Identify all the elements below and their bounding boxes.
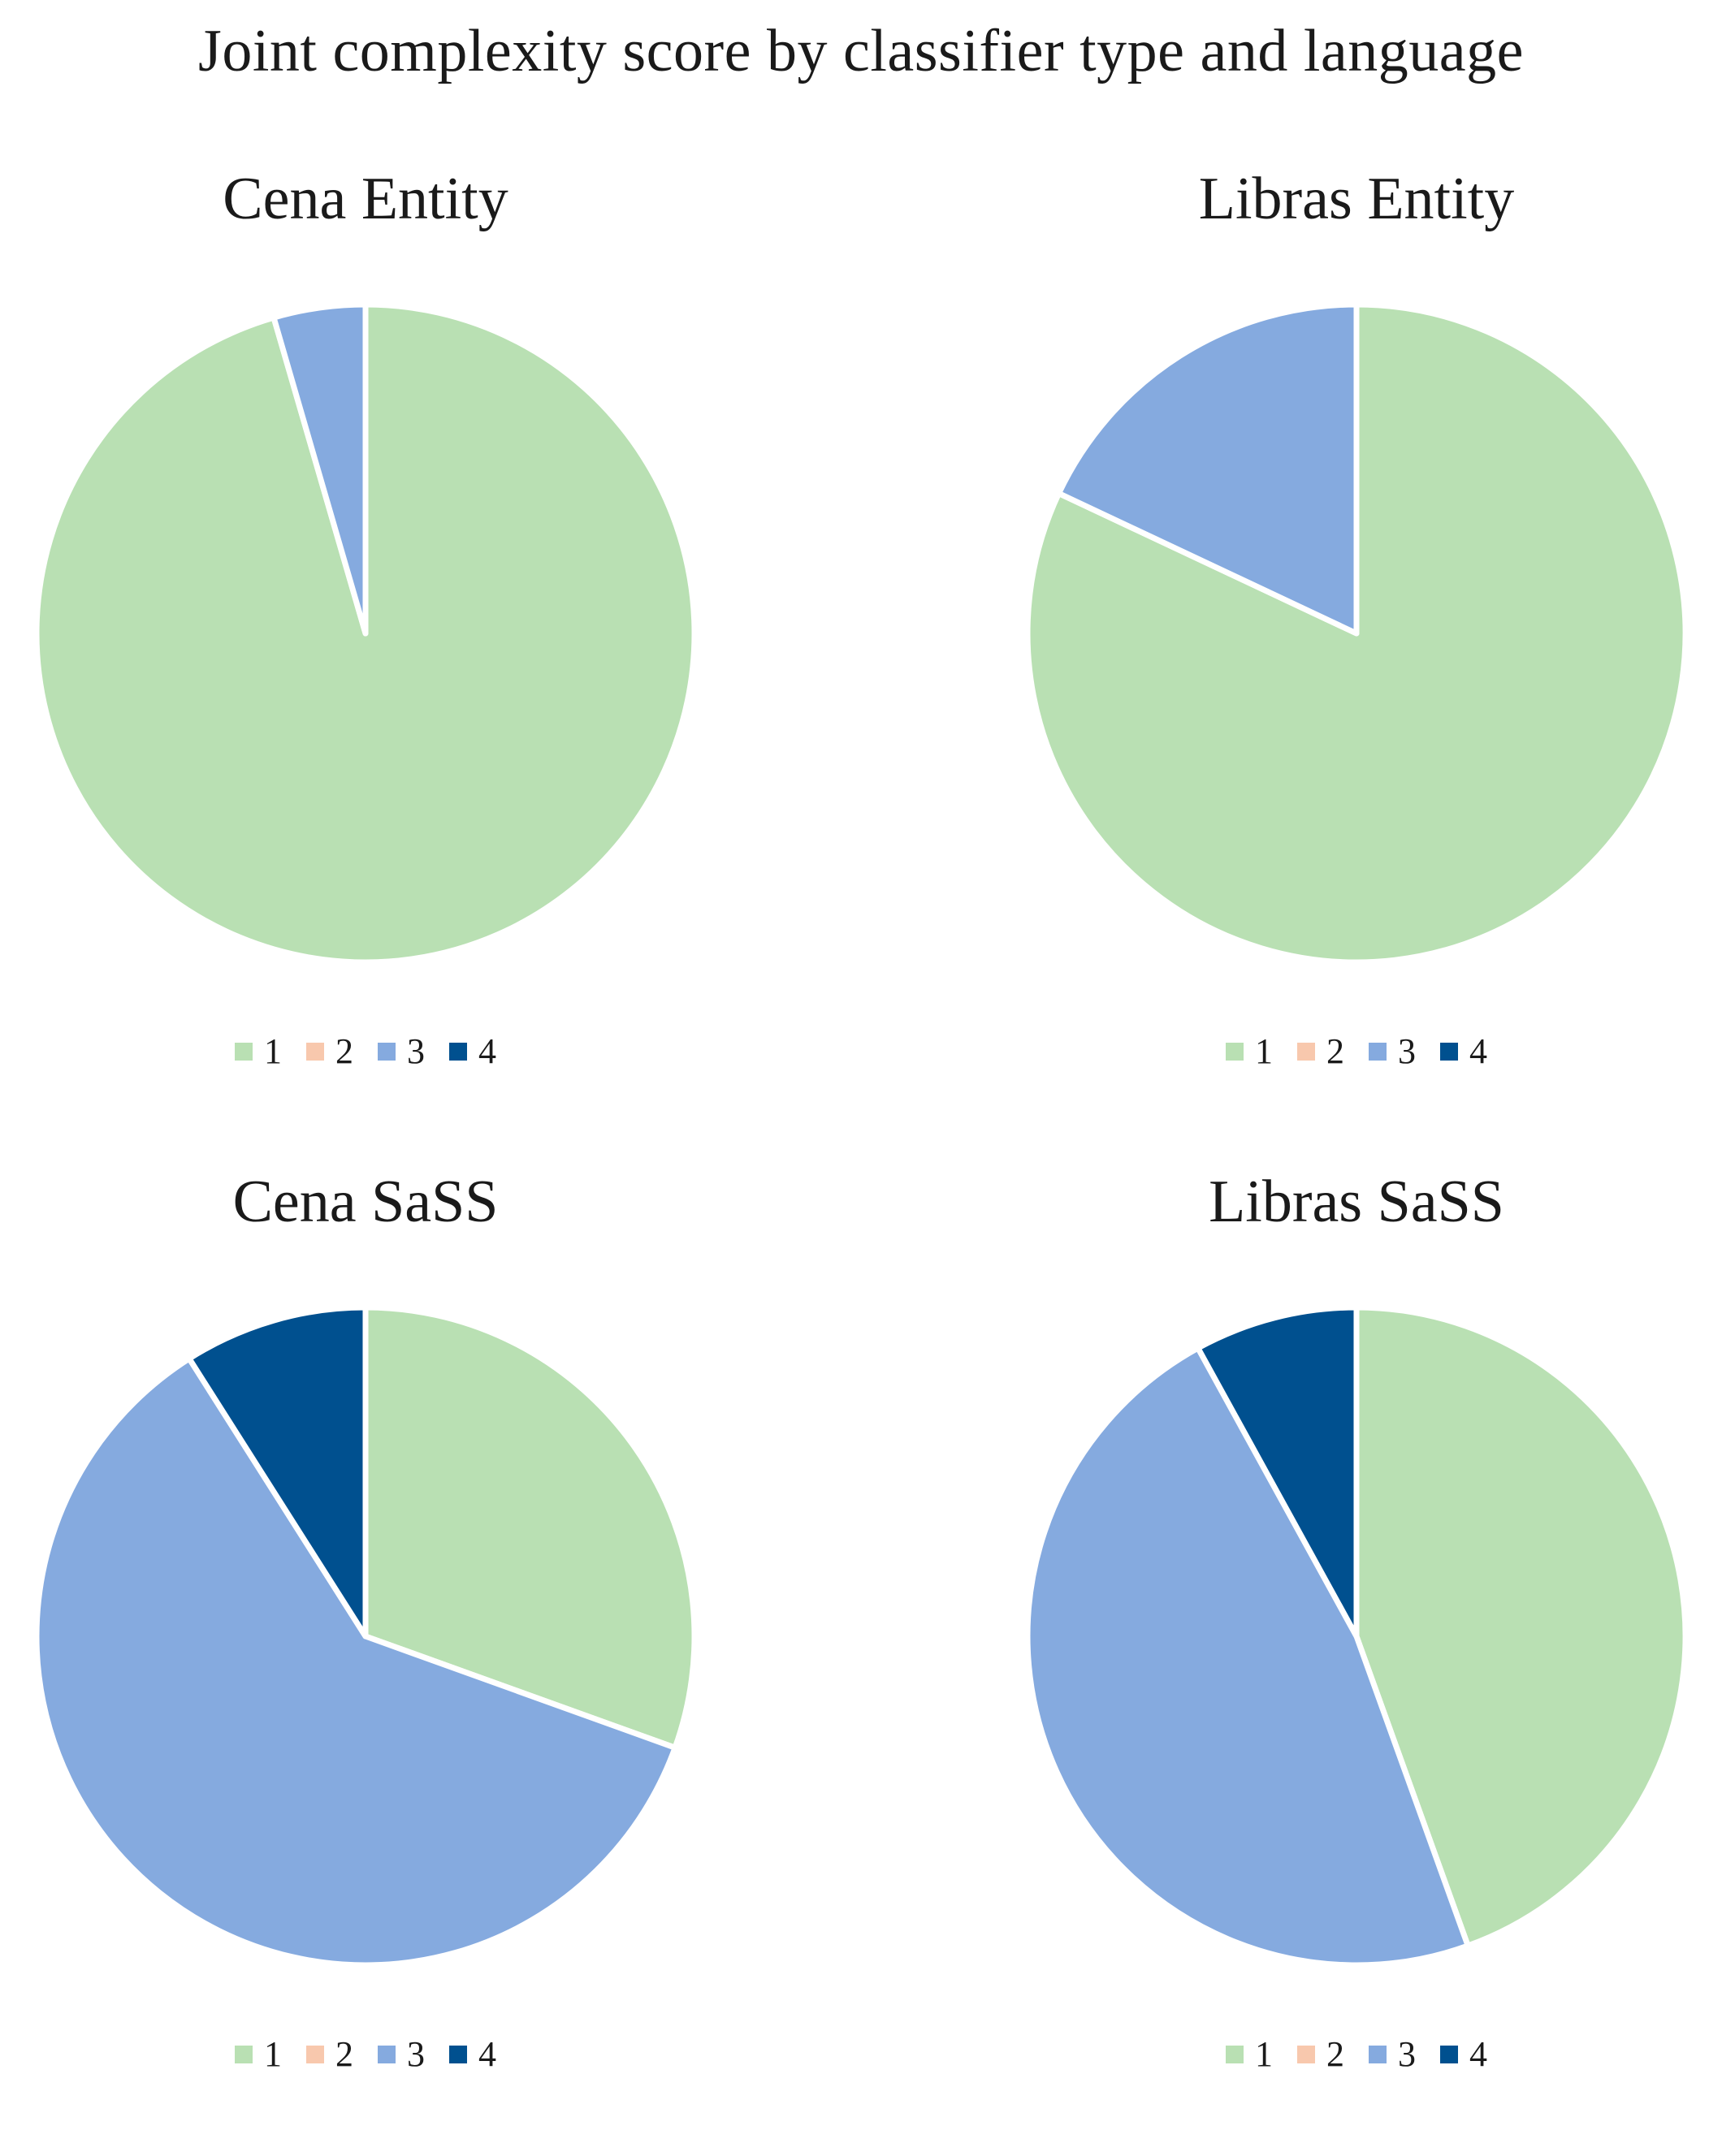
pie-title: Libras Entity [1198, 166, 1515, 232]
legend-swatch [1369, 1043, 1387, 1061]
legend-swatch [1297, 1043, 1315, 1061]
pie-slice-3 [270, 301, 369, 637]
legend-item-1: 1 [1226, 1031, 1273, 1072]
pie-slice-4 [186, 1304, 369, 1640]
legend-swatch [378, 1043, 396, 1061]
legend-item-4: 4 [1440, 1031, 1487, 1072]
pie-title: Libras SaSS [1209, 1169, 1504, 1235]
legend-item-2: 2 [306, 2034, 353, 2075]
legend-label: 3 [1398, 1031, 1416, 1071]
legend-swatch [1440, 2046, 1458, 2063]
pie-panel-cena-sass: Cena SaSS 1 2 3 4 [0, 1165, 731, 2156]
legend-swatch [306, 2046, 324, 2063]
pie-panel-libras-sass: Libras SaSS 1 2 3 4 [991, 1165, 1722, 2156]
chart-main-title: Joint complexity score by classifier typ… [198, 18, 1524, 84]
pie-slice-1 [362, 1304, 698, 1751]
legend-label: 4 [1469, 1031, 1487, 1071]
legend-swatch [235, 1043, 253, 1061]
pie-panel-libras-entity: Libras Entity 1 2 3 4 [991, 162, 1722, 1153]
legend-label: 3 [407, 2034, 425, 2074]
legend-item-4: 4 [1440, 2034, 1487, 2075]
legend-swatch [1440, 1043, 1458, 1061]
legend-swatch [1226, 2046, 1244, 2063]
legend-label: 1 [1255, 1031, 1273, 1071]
legend-label: 2 [335, 1031, 353, 1071]
legend-item-1: 1 [1226, 2034, 1273, 2075]
legend-swatch [1369, 2046, 1387, 2063]
pie-slice-1 [1353, 1304, 1689, 1949]
legend-label: 1 [1255, 2034, 1273, 2074]
pie-chart-cena-sass [33, 1304, 698, 1968]
pie-slice-3 [1024, 1345, 1471, 1968]
legend-label: 1 [264, 2034, 282, 2074]
legend-swatch [1297, 2046, 1315, 2063]
legend-swatch [378, 2046, 396, 2063]
legend-item-4: 4 [449, 2034, 496, 2075]
legend-item-1: 1 [235, 2034, 282, 2075]
legend-item-3: 3 [378, 2034, 425, 2075]
pie-slice-3 [1056, 301, 1360, 637]
legend-swatch [306, 1043, 324, 1061]
legend-label: 4 [478, 2034, 496, 2074]
pie-title: Cena Entity [223, 166, 508, 232]
pie-legend: 1 2 3 4 [991, 2034, 1722, 2075]
legend-label: 2 [335, 2034, 353, 2074]
legend-label: 3 [407, 1031, 425, 1071]
pie-legend: 1 2 3 4 [991, 1031, 1722, 1072]
pie-legend: 1 2 3 4 [0, 2034, 731, 2075]
pie-slice-4 [1195, 1304, 1360, 1640]
legend-label: 1 [264, 1031, 282, 1071]
legend-label: 2 [1326, 2034, 1344, 2074]
legend-item-2: 2 [1297, 2034, 1344, 2075]
legend-item-3: 3 [1369, 2034, 1416, 2075]
legend-item-3: 3 [378, 1031, 425, 1072]
legend-swatch [449, 2046, 467, 2063]
legend-label: 2 [1326, 1031, 1344, 1071]
legend-label: 3 [1398, 2034, 1416, 2074]
legend-item-2: 2 [306, 1031, 353, 1072]
legend-item-2: 2 [1297, 1031, 1344, 1072]
legend-item-3: 3 [1369, 1031, 1416, 1072]
legend-swatch [235, 2046, 253, 2063]
legend-label: 4 [1469, 2034, 1487, 2074]
pie-panel-cena-entity: Cena Entity 1 2 3 4 [0, 162, 731, 1153]
legend-swatch [1226, 1043, 1244, 1061]
legend-swatch [449, 1043, 467, 1061]
pie-legend: 1 2 3 4 [0, 1031, 731, 1072]
pie-title: Cena SaSS [232, 1169, 499, 1235]
pie-chart-libras-sass [1024, 1304, 1689, 1968]
pie-chart-cena-entity [33, 301, 698, 966]
legend-label: 4 [478, 1031, 496, 1071]
legend-item-1: 1 [235, 1031, 282, 1072]
legend-item-4: 4 [449, 1031, 496, 1072]
pie-slice-3 [33, 1355, 678, 1968]
pie-chart-libras-entity [1024, 301, 1689, 966]
